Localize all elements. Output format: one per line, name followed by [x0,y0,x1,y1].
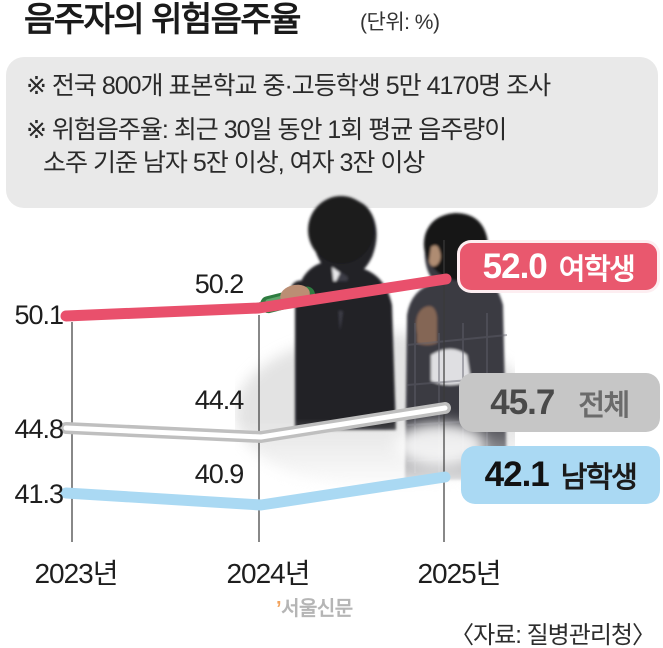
value-label-total-2024: 44.4 [194,385,245,415]
left-student-silhouette [290,196,396,430]
badge-male-value: 42.1 [484,455,550,494]
value-label-male-2023: 41.3 [14,479,64,509]
value-label-female-2023: 50.1 [14,300,64,330]
value-label-total-2023: 44.8 [14,414,64,444]
survey-note-box: ※ 전국 800개 표본학교 중·고등학생 5만 4170명 조사 ※ 위험음주… [6,57,658,208]
badge-male: 42.1 남학생 [461,446,660,504]
watermark-seoul-shinmun: ’서울신문 [276,592,353,621]
badge-male-label: 남학생 [560,462,638,494]
badge-total: 45.7 전체 [459,373,660,432]
watermark-text: 서울신문 [281,598,353,620]
chart-title: 음주자의 위험음주율 [24,1,301,39]
value-label-female-2024: 50.2 [194,269,245,299]
source-label: 〈자료: 질병관리청〉 [450,622,656,648]
watermark-apostrophe-icon: ’ [276,598,282,620]
unit-label: (단위: %) [360,11,440,34]
note-line-2: ※ 위험음주율: 최근 30일 동안 1회 평균 음주량이 [26,116,507,144]
note-line-3: 소주 기준 남자 5잔 이상, 여자 3잔 이상 [43,149,425,177]
badge-female: 52.0 여학생 [457,240,660,293]
x-label-2024: 2024년 [226,558,310,589]
x-label-2023: 2023년 [34,558,118,589]
note-line-1: ※ 전국 800개 표본학교 중·고등학생 5만 4170명 조사 [26,72,551,100]
x-label-2025: 2025년 [417,558,501,589]
badge-female-value: 52.0 [482,246,548,286]
badge-female-label: 여학생 [558,253,636,286]
badge-total-value: 45.7 [490,382,555,422]
badge-total-label: 전체 [578,389,630,422]
value-label-male-2024: 40.9 [194,459,245,489]
